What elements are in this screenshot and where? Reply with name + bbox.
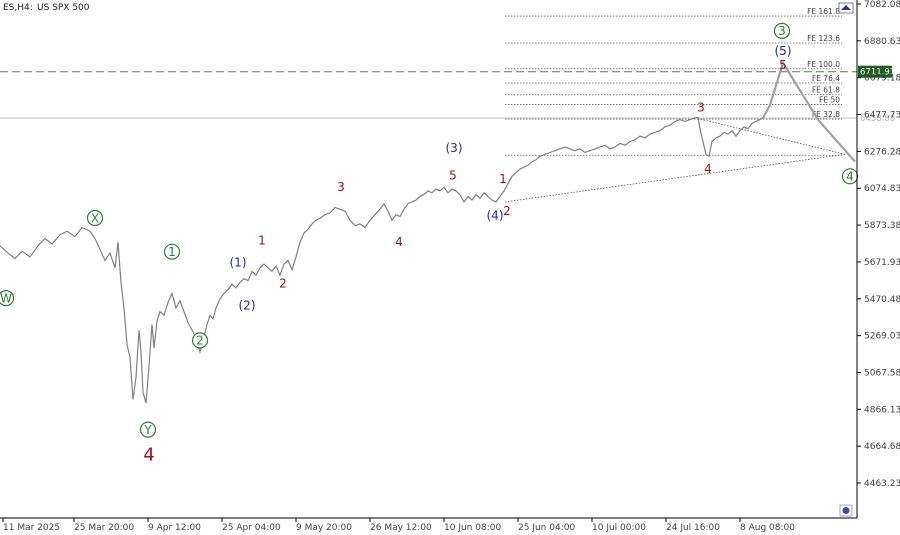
y-tick-label: 4664.68 bbox=[864, 442, 900, 452]
wave-label: 1 bbox=[168, 245, 176, 259]
x-tick-label: 8 Aug 08:00 bbox=[740, 523, 795, 533]
wave-label: 3 bbox=[697, 100, 705, 114]
wave-label: 1 bbox=[258, 234, 266, 248]
fib-level-label: FE 123.6 bbox=[807, 34, 840, 43]
chart-header-symbol: ES,H4: bbox=[3, 3, 33, 13]
fib-level-label: FE 61.8 bbox=[812, 86, 840, 95]
wave-label: (3) bbox=[446, 141, 463, 155]
fib-level-label: FE 100.0 bbox=[807, 60, 840, 69]
current-price-tag bbox=[858, 111, 892, 124]
wave-label-circle bbox=[191, 332, 209, 349]
wave-label: 5 bbox=[779, 58, 787, 72]
y-tick-label: 6679.18 bbox=[864, 74, 900, 84]
wave-label: (2) bbox=[239, 299, 256, 313]
wave-label-circle bbox=[773, 22, 791, 40]
current-price-label: 6458.88 bbox=[860, 114, 895, 124]
price-series-line bbox=[0, 116, 764, 404]
y-tick-label: 6276.28 bbox=[864, 147, 900, 157]
wave-label: 4 bbox=[143, 444, 154, 465]
fib-level-label: FE 50 bbox=[819, 95, 840, 104]
y-tick-label: 6880.63 bbox=[864, 37, 900, 47]
wave-label: 1 bbox=[499, 172, 507, 186]
y-tick-label: 6477.73 bbox=[864, 111, 900, 121]
wave-label: (4) bbox=[487, 209, 504, 223]
wave-label: 5 bbox=[449, 169, 457, 183]
wave-label: 2 bbox=[196, 334, 204, 348]
wave-label: Y bbox=[143, 423, 152, 437]
autoscroll-icon[interactable] bbox=[839, 504, 853, 517]
wave-label: W bbox=[0, 291, 12, 305]
wave-label: 4 bbox=[704, 162, 712, 176]
wave-label: X bbox=[91, 211, 99, 225]
x-tick-label: 11 Mar 2025 bbox=[3, 523, 60, 533]
y-tick-label: 5470.48 bbox=[864, 295, 900, 305]
target-level-tag bbox=[858, 65, 892, 78]
wave-label: 4 bbox=[846, 170, 854, 184]
wave-label: (1) bbox=[230, 256, 247, 270]
fib-level-label: FE 76.4 bbox=[812, 74, 840, 83]
y-tick-label: 4463.23 bbox=[864, 479, 900, 489]
wave-label-circle bbox=[0, 290, 15, 307]
wave-label: 2 bbox=[503, 204, 511, 218]
wave-label: 3 bbox=[778, 24, 786, 38]
x-tick-label: 24 Jul 16:00 bbox=[666, 523, 720, 533]
x-tick-label: 25 Apr 04:00 bbox=[222, 523, 281, 533]
y-tick-label: 4866.13 bbox=[864, 405, 900, 415]
x-tick-label: 26 May 12:00 bbox=[370, 523, 432, 533]
y-tick-label: 5873.38 bbox=[864, 221, 900, 231]
x-tick-label: 10 Jul 00:00 bbox=[592, 523, 646, 533]
wave-label: 4 bbox=[395, 235, 403, 249]
fib-level-label: FE 32.8 bbox=[812, 110, 840, 119]
wave-label: (5) bbox=[775, 44, 792, 58]
chart-header-instrument: US SPX 500 bbox=[37, 3, 90, 13]
y-tick-label: 5067.58 bbox=[864, 368, 900, 378]
wave-label-circle bbox=[86, 209, 104, 227]
wave-label-circle bbox=[163, 243, 181, 260]
y-tick-label: 5269.03 bbox=[864, 332, 900, 342]
x-tick-label: 25 Mar 20:00 bbox=[74, 523, 134, 533]
y-tick-label: 7082.08 bbox=[864, 0, 900, 10]
wave-label: 2 bbox=[279, 277, 287, 291]
target-level-label: 6711.93 bbox=[860, 68, 895, 78]
x-tick-label: 9 Apr 12:00 bbox=[148, 523, 201, 533]
x-tick-label: 9 May 20:00 bbox=[296, 523, 352, 533]
one-click-trading-icon[interactable] bbox=[838, 2, 854, 14]
wave-label-circle bbox=[139, 421, 157, 438]
trend-line bbox=[504, 153, 846, 203]
x-tick-label: 10 Jun 08:00 bbox=[444, 523, 501, 533]
y-tick-label: 5671.93 bbox=[864, 258, 900, 268]
wave-projection-line bbox=[762, 60, 856, 163]
y-tick-label: 6074.83 bbox=[864, 184, 900, 194]
fib-level-label: FE 161.8 bbox=[807, 7, 840, 16]
x-tick-label: 25 Jun 04:00 bbox=[518, 523, 575, 533]
wave-label: 3 bbox=[337, 180, 345, 194]
